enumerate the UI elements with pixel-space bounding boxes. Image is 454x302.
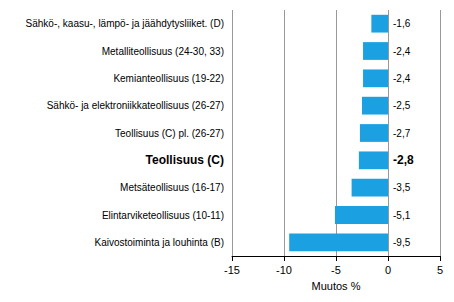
svg-text:5: 5	[437, 264, 443, 276]
svg-text:-9,5: -9,5	[393, 237, 411, 248]
svg-text:Kaivostoiminta ja louhinta (B): Kaivostoiminta ja louhinta (B)	[94, 237, 224, 248]
svg-text:-1,6: -1,6	[393, 18, 411, 29]
svg-text:-2,4: -2,4	[393, 46, 411, 57]
svg-text:-5,1: -5,1	[393, 210, 411, 221]
svg-text:Teollisuus (C) pl. (26-27): Teollisuus (C) pl. (26-27)	[115, 128, 224, 139]
svg-text:-2,4: -2,4	[393, 73, 411, 84]
svg-text:Metsäteollisuus (16-17): Metsäteollisuus (16-17)	[120, 182, 224, 193]
svg-text:0: 0	[385, 264, 391, 276]
svg-text:-10: -10	[276, 264, 292, 276]
svg-text:Teollisuus (C): Teollisuus (C)	[146, 153, 224, 167]
svg-text:Kemianteollisuus (19-22): Kemianteollisuus (19-22)	[113, 73, 224, 84]
svg-text:-5: -5	[331, 264, 341, 276]
svg-text:Metalliteollisuus (24-30, 33): Metalliteollisuus (24-30, 33)	[102, 46, 224, 57]
svg-text:-2,5: -2,5	[393, 100, 411, 111]
svg-text:-2,7: -2,7	[393, 128, 411, 139]
svg-text:Sähkö-, kaasu-, lämpö- ja jääh: Sähkö-, kaasu-, lämpö- ja jäähdytysliike…	[26, 18, 224, 29]
svg-text:-2,8: -2,8	[393, 153, 414, 167]
svg-text:Muutos %: Muutos %	[312, 280, 361, 292]
svg-text:-15: -15	[224, 264, 240, 276]
svg-text:-3,5: -3,5	[393, 182, 411, 193]
svg-text:Sähkö- ja elektroniikkateollis: Sähkö- ja elektroniikkateollisuus (26-27…	[47, 100, 224, 111]
svg-text:Elintarviketeollisuus (10-11): Elintarviketeollisuus (10-11)	[102, 210, 224, 221]
